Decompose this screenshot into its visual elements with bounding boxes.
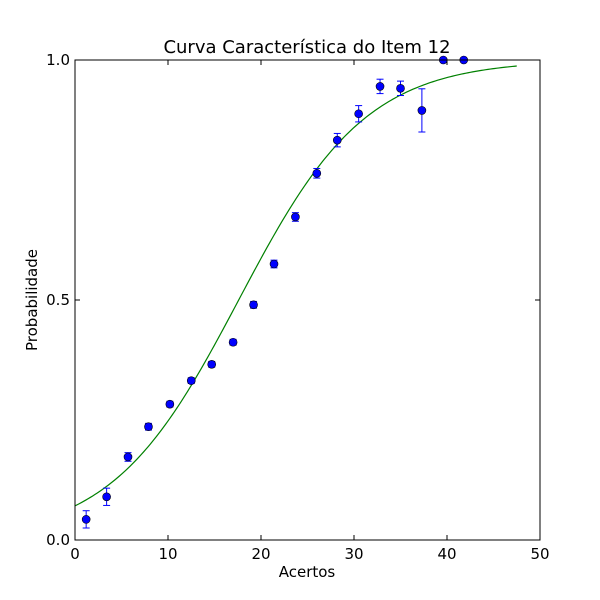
- data-point: [123, 452, 133, 462]
- x-tick-label: 50: [530, 545, 549, 563]
- data-point: [354, 109, 363, 119]
- chart-title: Curva Característica do Item 12: [163, 37, 450, 58]
- y-axis-label: Probabilidade: [23, 249, 41, 351]
- x-tick-label: 30: [344, 545, 363, 563]
- data-point: [312, 168, 322, 178]
- model-curve: [74, 65, 517, 507]
- x-tick-label: 20: [251, 545, 270, 563]
- data-point: [207, 360, 217, 369]
- data-point: [417, 106, 427, 115]
- data-point: [102, 492, 111, 502]
- data-point: [269, 259, 279, 269]
- y-tick-label: 0.0: [46, 531, 70, 549]
- data-point: [228, 337, 238, 347]
- data-point: [144, 422, 153, 432]
- data-point: [249, 300, 258, 310]
- data-point: [396, 84, 405, 93]
- x-tick-label: 0: [70, 545, 80, 563]
- data-point: [186, 376, 196, 385]
- axis-ticks: 0 10 20 30 40 50 0.0 0.5 1.0: [46, 51, 549, 563]
- data-point: [165, 399, 175, 409]
- y-tick-label: 0.5: [46, 291, 70, 309]
- x-tick-label: 10: [158, 545, 177, 563]
- data-point: [291, 212, 300, 222]
- data-point: [332, 135, 342, 145]
- data-point: [375, 82, 385, 91]
- x-axis-label: Acertos: [279, 563, 336, 581]
- x-tick-label: 40: [437, 545, 456, 563]
- data-point: [81, 515, 91, 524]
- y-tick-label: 1.0: [46, 51, 70, 69]
